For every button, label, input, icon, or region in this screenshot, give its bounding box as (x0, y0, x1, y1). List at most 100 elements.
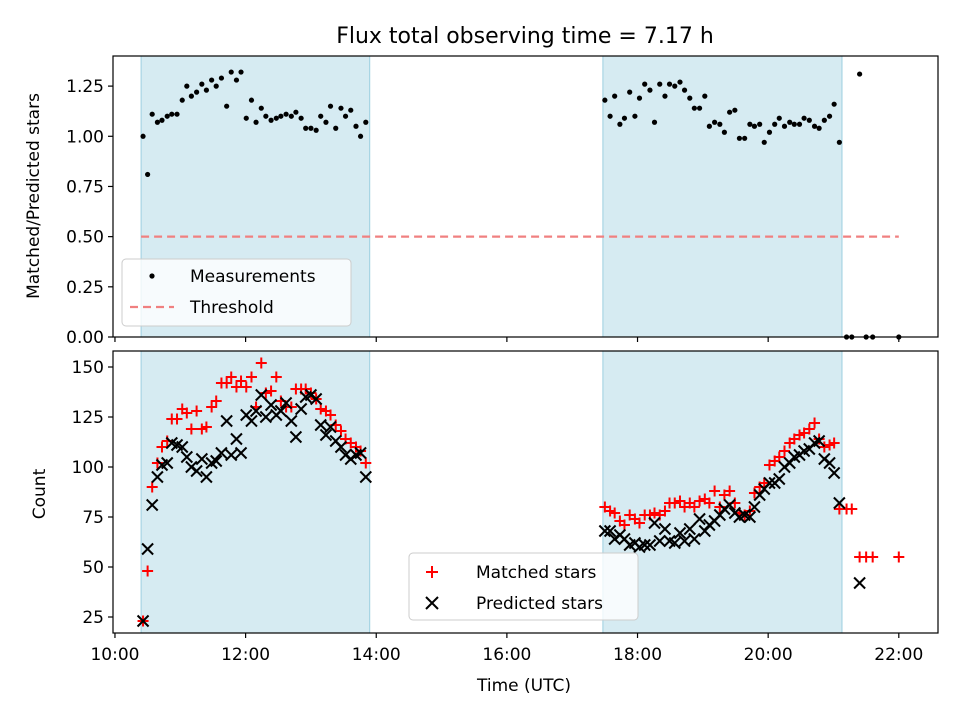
predicted-stars-point (249, 404, 263, 418)
predicted-stars-point (783, 456, 796, 470)
measurement-point (826, 113, 833, 119)
measurement-point (233, 77, 240, 83)
measurement-point (687, 95, 693, 101)
predicted-stars-point (763, 476, 776, 490)
bottom-xtick-label: 14:00 (352, 645, 401, 665)
measurement-point (303, 125, 309, 131)
measurement-point (145, 171, 151, 178)
measurement-point (194, 89, 200, 95)
bottom-ytick-label: 50 (82, 558, 104, 578)
top-shaded-interval (602, 55, 843, 338)
predicted-stars-point (161, 456, 174, 470)
measurement-point (727, 109, 733, 115)
matched-stars-point (724, 485, 736, 497)
measurement-point (203, 87, 210, 93)
measurement-point (174, 111, 180, 117)
predicted-stars-point (823, 456, 836, 470)
measurement-point (224, 103, 230, 109)
measurement-point (747, 121, 753, 127)
predicted-stars-point (354, 446, 367, 460)
predicted-stars-point (698, 524, 712, 538)
measurement-point (323, 119, 329, 125)
measurement-point (357, 133, 364, 139)
measurement-point (243, 115, 249, 121)
bottom-shaded-interval (140, 350, 371, 634)
measurement-point (278, 113, 284, 119)
matched-stars-point (803, 423, 815, 435)
predicted-stars-point (638, 538, 651, 552)
measurement-point (766, 129, 773, 135)
bottom-axes-frame (112, 350, 939, 634)
predicted-stars-point (234, 446, 248, 460)
bottom-legend: Matched stars Predicted stars (408, 552, 639, 621)
measurement-point (363, 119, 369, 125)
predicted-stars-point (658, 522, 672, 536)
measurement-point (642, 81, 648, 87)
predicted-stars-point (359, 470, 372, 484)
measurement-point (647, 87, 653, 93)
matched-stars-point (221, 377, 233, 389)
measurement-point (781, 123, 788, 129)
measurement-point (273, 115, 279, 121)
matched-stars-point (618, 519, 630, 531)
predicted-stars-point (753, 488, 766, 502)
measurement-point (164, 113, 170, 119)
predicted-stars-point (274, 404, 288, 418)
predicted-stars-point (668, 536, 681, 550)
measurement-point (736, 135, 743, 141)
measurement-point (283, 111, 289, 117)
top-ytick-label: 0.75 (66, 177, 104, 197)
predicted-stars-point (145, 498, 159, 512)
measurement-point (199, 81, 205, 87)
matched-stars-point (709, 485, 721, 497)
matched-stars-point (265, 385, 277, 397)
predicted-stars-point (648, 516, 661, 530)
matched-stars-point (694, 495, 706, 507)
predicted-stars-point (324, 420, 337, 434)
measurement-point (796, 121, 803, 127)
measurement-point (816, 125, 822, 131)
matched-stars-point (674, 495, 686, 507)
predicted-stars-point (294, 402, 308, 416)
bottom-ytick-label: 150 (72, 358, 104, 378)
bottom-ytick-label: 25 (82, 608, 104, 628)
top-ytick-label: 0.00 (66, 328, 104, 348)
predicted-stars-point (264, 398, 278, 412)
measurement-point (342, 113, 349, 119)
measurement-point (238, 69, 244, 75)
predicted-stars-point (713, 508, 727, 522)
bottom-xtick-label: 12:00 (221, 645, 270, 665)
matched-stars-point (230, 381, 242, 393)
bottom-legend-box (408, 552, 639, 621)
measurement-point (348, 107, 354, 113)
measurement-point (612, 93, 618, 99)
predicted-stars-point (688, 532, 701, 546)
predicted-stars-point (314, 418, 327, 432)
measurement-point (801, 115, 807, 121)
predicted-stars-point (176, 440, 189, 454)
measurement-point (751, 123, 758, 129)
predicted-stars-point (653, 534, 666, 548)
measurement-point (717, 121, 723, 127)
predicted-stars-point (190, 464, 203, 478)
bottom-ytick-label: 100 (72, 458, 104, 478)
measurement-point (721, 129, 728, 135)
predicted-stars-point (259, 410, 273, 424)
top-ytick-label: 0.25 (66, 278, 104, 298)
measurement-point (621, 115, 628, 121)
measurement-point (298, 115, 304, 121)
matched-stars-point (210, 395, 222, 407)
measurement-point (140, 133, 146, 139)
predicted-stars-point (603, 524, 617, 538)
measurement-point (706, 123, 712, 129)
predicted-stars-point (215, 446, 228, 460)
measurement-point (712, 119, 718, 125)
matched-stars-point (335, 425, 347, 437)
matched-stars-point (156, 441, 168, 453)
measurement-point (857, 71, 863, 77)
predicted-stars-point (200, 470, 213, 484)
measurement-point (662, 93, 668, 99)
predicted-stars-point (289, 430, 303, 444)
measurement-point (209, 77, 215, 83)
